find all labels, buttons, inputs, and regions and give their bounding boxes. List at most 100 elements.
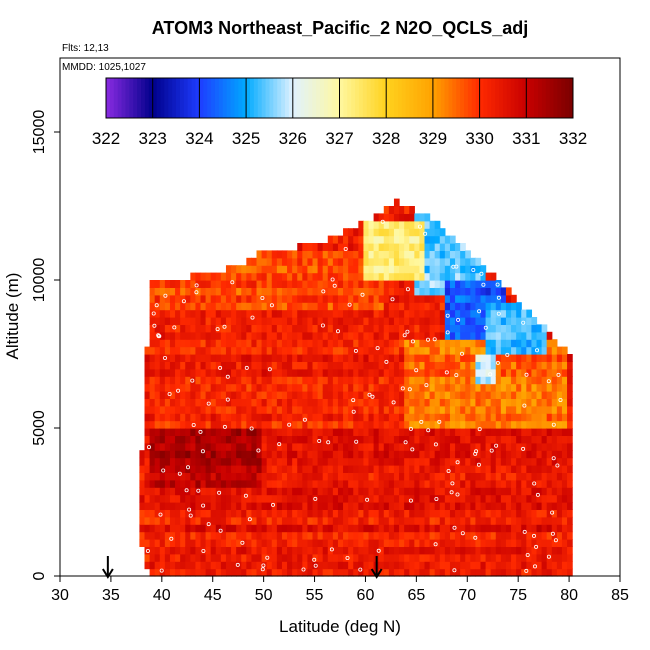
heatmap-cell bbox=[251, 405, 258, 414]
heatmap-cell bbox=[490, 272, 497, 281]
heatmap-cell bbox=[363, 317, 370, 325]
heatmap-cell bbox=[531, 346, 538, 355]
heatmap-cell bbox=[480, 339, 487, 348]
heatmap-cell bbox=[215, 398, 222, 407]
sample-point bbox=[230, 280, 235, 285]
heatmap-cell bbox=[251, 339, 258, 348]
heatmap-cell bbox=[190, 324, 197, 333]
heatmap-cell bbox=[139, 487, 146, 496]
heatmap-cell bbox=[541, 420, 548, 429]
heatmap-cell bbox=[511, 324, 517, 333]
heatmap-cell bbox=[190, 472, 197, 481]
x-tick-label: 80 bbox=[560, 587, 578, 604]
heatmap-cell bbox=[185, 405, 191, 414]
heatmap-cell bbox=[287, 546, 293, 555]
heatmap-cell bbox=[205, 324, 212, 333]
heatmap-cell bbox=[337, 265, 344, 274]
sample-point bbox=[176, 388, 181, 393]
heatmap-cell bbox=[485, 280, 492, 288]
heatmap-cell bbox=[444, 546, 451, 555]
heatmap-cell bbox=[500, 435, 507, 444]
heatmap-cell bbox=[531, 413, 538, 422]
heatmap-cell bbox=[393, 509, 400, 518]
heatmap-cell bbox=[220, 457, 227, 466]
heatmap-cell bbox=[236, 457, 242, 466]
heatmap-cell bbox=[404, 368, 410, 377]
heatmap-cell bbox=[266, 398, 273, 407]
heatmap-cell bbox=[180, 354, 186, 362]
heatmap-cell bbox=[164, 376, 171, 385]
heatmap-cell bbox=[511, 376, 517, 385]
heatmap-cell bbox=[195, 502, 202, 510]
sample-point bbox=[167, 391, 172, 396]
heatmap-cell bbox=[231, 546, 237, 555]
heatmap-cell bbox=[225, 339, 232, 348]
heatmap-cell bbox=[536, 368, 543, 377]
heatmap-cell bbox=[373, 450, 380, 459]
heatmap-cell bbox=[241, 324, 247, 333]
heatmap-cell bbox=[190, 368, 197, 377]
heatmap-cell bbox=[373, 539, 380, 547]
heatmap-cell bbox=[327, 516, 334, 525]
x-tick-label: 30 bbox=[51, 587, 69, 604]
heatmap-cell bbox=[490, 368, 497, 377]
heatmap-cell bbox=[271, 428, 278, 436]
heatmap-cell bbox=[353, 553, 359, 562]
colorbar-tick-label: 328 bbox=[372, 129, 400, 148]
heatmap-cell bbox=[551, 435, 558, 444]
heatmap-cell bbox=[434, 457, 441, 466]
sample-point bbox=[432, 337, 437, 342]
heatmap-cell bbox=[567, 487, 573, 496]
heatmap-cell bbox=[337, 317, 344, 325]
heatmap-cell bbox=[475, 457, 482, 466]
heatmap-cell bbox=[429, 317, 436, 325]
heatmap-cell bbox=[266, 361, 273, 370]
heatmap-cell bbox=[490, 331, 497, 340]
heatmap-cell bbox=[449, 450, 456, 459]
heatmap-cell bbox=[205, 302, 212, 311]
heatmap-cell bbox=[439, 509, 446, 518]
heatmap-cell bbox=[419, 294, 426, 303]
sample-point bbox=[345, 556, 350, 561]
heatmap-cell bbox=[455, 487, 461, 496]
heatmap-cell bbox=[414, 331, 421, 340]
heatmap-cell bbox=[343, 309, 349, 318]
heatmap-cell bbox=[307, 391, 314, 399]
colorbar-segment bbox=[417, 78, 422, 118]
heatmap-cell bbox=[455, 265, 461, 274]
y-tick-label: 0 bbox=[31, 571, 48, 580]
heatmap-cell bbox=[460, 368, 466, 377]
heatmap-cell bbox=[149, 472, 156, 481]
heatmap-cell bbox=[505, 324, 512, 333]
heatmap-cell bbox=[444, 420, 451, 429]
heatmap-cell bbox=[393, 376, 400, 385]
heatmap-cell bbox=[251, 354, 258, 362]
heatmap-cell bbox=[169, 302, 176, 311]
heatmap-cell bbox=[495, 346, 502, 355]
heatmap-cell bbox=[175, 516, 181, 525]
heatmap-cell bbox=[287, 398, 293, 407]
heatmap-cell bbox=[358, 354, 365, 362]
heatmap-cell bbox=[495, 487, 502, 496]
colorbar-segment bbox=[335, 78, 340, 118]
heatmap-cell bbox=[292, 479, 298, 488]
heatmap-cell bbox=[343, 435, 349, 444]
heatmap-cell bbox=[490, 487, 497, 496]
heatmap-cell bbox=[215, 479, 222, 488]
heatmap-cell bbox=[511, 413, 517, 422]
heatmap-cell bbox=[444, 391, 451, 399]
heatmap-cell bbox=[348, 361, 354, 370]
heatmap-cell bbox=[256, 257, 263, 266]
heatmap-cell bbox=[404, 317, 410, 325]
heatmap-cell bbox=[388, 250, 395, 259]
heatmap-cell bbox=[358, 339, 365, 348]
heatmap-cell bbox=[363, 280, 370, 288]
heatmap-cell bbox=[439, 361, 446, 370]
heatmap-cell bbox=[266, 368, 273, 377]
heatmap-cell bbox=[307, 531, 314, 540]
heatmap-cell bbox=[399, 213, 405, 222]
colorbar-segment bbox=[491, 78, 496, 118]
heatmap-cell bbox=[307, 502, 314, 510]
colorbar-segment bbox=[133, 78, 138, 118]
heatmap-cell bbox=[409, 235, 415, 244]
